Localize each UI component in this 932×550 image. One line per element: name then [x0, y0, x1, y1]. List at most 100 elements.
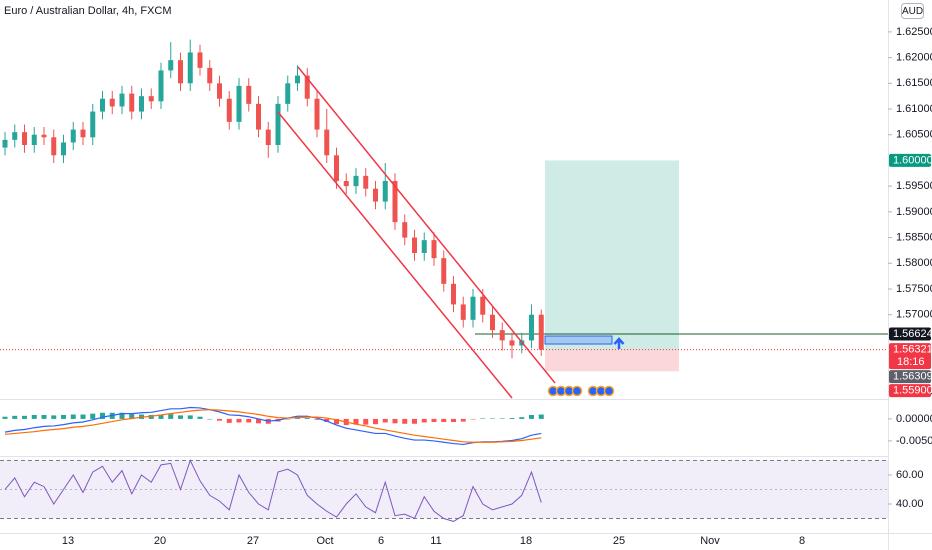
candle-body — [538, 314, 544, 350]
macd-histogram-bar — [12, 415, 18, 419]
candle-body — [392, 181, 398, 223]
price-tick-label: 1.61000 — [896, 103, 932, 115]
candle-body — [80, 129, 86, 138]
candle-body — [178, 60, 183, 84]
price-tick-label: 1.57000 — [896, 309, 932, 321]
layers: 1.62500 1.62000 1.61500 1.61000 1.60500 1.595… — [0, 26, 932, 547]
price-tick-label: 1.57500 — [896, 283, 932, 295]
candle-body — [373, 188, 378, 202]
target-zone — [545, 160, 679, 350]
candle-body — [139, 96, 144, 112]
candle-body — [314, 98, 320, 130]
price-badge — [889, 343, 931, 370]
candle-body — [265, 129, 271, 146]
macd-histogram-bar — [363, 418, 369, 425]
candle-body — [363, 175, 369, 189]
macd-histogram-bar — [295, 417, 300, 419]
time-tick-label: 25 — [613, 535, 625, 547]
candle-body — [382, 181, 388, 202]
price-badge-label: 1.56321 — [893, 344, 932, 356]
macd-histogram-bar — [187, 415, 193, 419]
candle-body — [490, 314, 495, 331]
macd-histogram-bar — [217, 418, 222, 421]
candle-body — [41, 134, 47, 138]
price-badge — [889, 327, 931, 341]
macd-histogram-bar — [70, 414, 76, 419]
macd-histogram-bar — [470, 418, 476, 420]
time-tick-label: 18 — [520, 535, 532, 547]
rsi-tick-label: 40.00 — [896, 498, 924, 510]
macd-histogram-bar — [236, 418, 242, 423]
candle-body — [499, 330, 505, 341]
price-badge — [889, 370, 931, 384]
candle-body — [402, 222, 408, 238]
candle-body — [470, 296, 476, 320]
macd-histogram-bar — [314, 418, 320, 420]
macd-histogram-bar — [421, 418, 427, 423]
price-tick-label: 1.61500 — [896, 77, 932, 89]
candle-body — [275, 103, 281, 146]
price-tick-label: 1.59500 — [896, 180, 932, 192]
candle-body — [61, 142, 66, 156]
channel-upper — [297, 66, 556, 384]
candle-body — [529, 314, 534, 341]
candle-body — [441, 258, 447, 284]
candle-body — [353, 175, 359, 187]
candle-body — [109, 98, 115, 107]
macd-histogram-bar — [353, 418, 359, 425]
macd-histogram-bar — [129, 414, 135, 419]
macd-histogram-bar — [158, 414, 164, 419]
time-tick-label: 6 — [378, 535, 384, 547]
candle-body — [90, 111, 96, 138]
candle-body — [451, 283, 456, 305]
candle-body — [129, 93, 135, 112]
currency-box — [901, 3, 924, 19]
macd-histogram-bar — [285, 418, 291, 420]
macd-histogram-bar — [246, 418, 252, 423]
price-tick-label: 1.62500 — [896, 26, 932, 38]
candle-body — [412, 237, 417, 253]
macd-histogram-bar — [256, 418, 261, 424]
macd-histogram-bar — [519, 417, 525, 419]
candle-body — [343, 181, 349, 187]
price-tick-label: 1.58000 — [896, 257, 932, 269]
signal-line — [4, 409, 542, 443]
macd-histogram-bar — [460, 418, 466, 422]
macd-histogram-bar — [168, 414, 174, 419]
candle-body — [22, 132, 27, 146]
macd-histogram-bar — [61, 414, 66, 419]
time-tick-label: Oct — [316, 535, 333, 547]
macd-histogram-bar — [499, 418, 505, 419]
price-tick-label: 1.62000 — [896, 51, 932, 63]
macd-histogram-bar — [197, 416, 203, 419]
macd-histogram-bar — [148, 414, 154, 419]
macd-histogram-bar — [529, 414, 534, 419]
candle-body — [236, 85, 242, 122]
macd-histogram-bar — [382, 418, 388, 423]
countdown: 18:16 — [897, 356, 925, 368]
macd-histogram-bar — [31, 414, 37, 419]
candle-body — [256, 103, 261, 130]
macd-histogram-bar — [509, 418, 515, 419]
macd-histogram-bar — [100, 412, 105, 419]
candle-body — [168, 60, 174, 71]
macd-histogram-bar — [480, 418, 486, 419]
candle-body — [460, 304, 466, 320]
time-tick-label: 13 — [62, 535, 74, 547]
macd-histogram-bar — [412, 418, 417, 424]
candle-body — [207, 67, 213, 84]
channel-lower — [277, 111, 513, 399]
candle-body — [246, 85, 252, 104]
candle-body — [100, 98, 105, 112]
up-arrow — [613, 337, 625, 349]
candle-body — [217, 83, 222, 99]
macd-histogram-bar — [392, 418, 398, 424]
time-tick-label: 11 — [430, 535, 441, 547]
candle-body — [187, 52, 193, 84]
highlight-box — [544, 335, 613, 345]
candle-body — [421, 240, 427, 253]
event-icons — [547, 385, 615, 397]
time-tick-label: 8 — [799, 535, 805, 547]
